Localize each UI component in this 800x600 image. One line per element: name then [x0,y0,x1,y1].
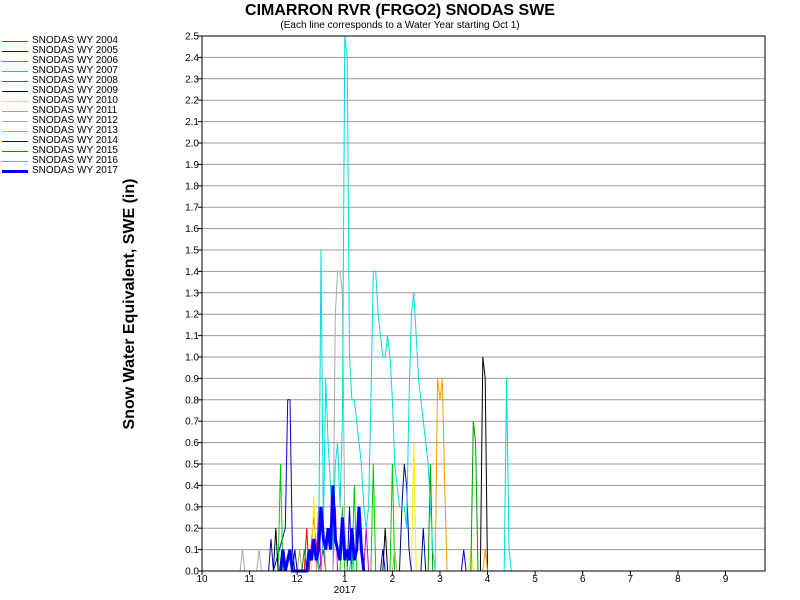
x-tick-label: 6 [580,574,586,585]
y-tick-label: 0.3 [185,502,199,513]
y-tick-label: 1.8 [185,181,199,192]
legend-item: SNODAS WY 2007 [2,66,118,76]
y-tick-label: 2.1 [185,117,199,128]
legend-label: SNODAS WY 2012 [32,115,118,126]
legend-item: SNODAS WY 2005 [2,46,118,56]
legend-swatch [2,160,28,162]
y-tick-label: 1.9 [185,160,199,171]
legend: SNODAS WY 2004 SNODAS WY 2005 SNODAS WY 20… [2,36,118,176]
legend-label: SNODAS WY 2016 [32,155,118,166]
plot-frame [201,35,766,572]
y-tick-label: 1.3 [185,288,199,299]
y-tick-label: 2.5 [185,32,199,43]
legend-label: SNODAS WY 2013 [32,125,118,136]
legend-label: SNODAS WY 2004 [32,35,118,46]
y-tick-label: 0.1 [185,545,199,556]
legend-swatch [2,60,28,62]
legend-label: SNODAS WY 2017 [32,165,118,176]
series-line-snodas-wy-2009 [272,356,488,572]
x-tick-label: 11 [244,574,255,585]
legend-swatch [2,120,28,122]
y-tick-label: 1.2 [185,310,199,321]
legend-label: SNODAS WY 2015 [32,145,118,156]
legend-item: SNODAS WY 2017 [2,166,118,176]
y-tick-label: 0.8 [185,395,199,406]
x-tick-label: 12 [292,574,304,585]
legend-item: SNODAS WY 2013 [2,126,118,136]
y-tick-label: 1.0 [185,353,199,364]
x-tick-label: 4 [485,574,491,585]
legend-item: SNODAS WY 2011 [2,106,118,116]
y-tick-label: 0.6 [185,438,199,449]
x-tick-label: 8 [675,574,681,585]
series-line-snodas-wy-2004 [303,517,327,572]
series-line-snodas-wy-2010 [311,442,474,572]
series-line-snodas-wy-2015 [301,421,479,572]
legend-swatch [2,140,28,142]
legend-label: SNODAS WY 2010 [32,95,118,106]
y-tick-label: 1.5 [185,246,199,257]
series-line-snodas-wy-2016 [318,35,512,572]
y-tick-label: 1.7 [185,203,199,214]
legend-swatch [2,130,28,132]
x-tick-label: 5 [532,574,538,585]
legend-swatch [2,40,28,42]
legend-item: SNODAS WY 2012 [2,116,118,126]
x-tick-label: 10 [196,574,208,585]
x-tick-label: 1 [342,574,348,585]
series-line-snodas-wy-2013 [434,378,488,572]
legend-item: SNODAS WY 2015 [2,146,118,156]
legend-swatch [2,169,28,173]
legend-item: SNODAS WY 2004 [2,36,118,46]
legend-swatch [2,90,28,92]
y-tick-label: 0.9 [185,374,199,385]
legend-label: SNODAS WY 2014 [32,135,118,146]
legend-item: SNODAS WY 2006 [2,56,118,66]
y-tick-label: 1.1 [185,331,199,342]
legend-item: SNODAS WY 2014 [2,136,118,146]
legend-swatch [2,110,28,112]
y-tick-label: 2.3 [185,74,199,85]
y-tick-label: 0.0 [185,567,199,578]
legend-label: SNODAS WY 2005 [32,45,118,56]
legend-item: SNODAS WY 2016 [2,156,118,166]
legend-item: SNODAS WY 2010 [2,96,118,106]
y-tick-label: 0.5 [185,460,199,471]
chart-title: CIMARRON RVR (FRGO2) SNODAS SWE [245,2,555,19]
y-tick-label: 1.6 [185,224,199,235]
y-tick-label: 2.4 [185,53,199,64]
y-tick-label: 1.4 [185,267,199,278]
x-tick-label: 7 [628,574,634,585]
y-tick-label: 0.7 [185,417,199,428]
series-line-snodas-wy-2014 [291,463,427,572]
y-tick-label: 2.2 [185,96,199,107]
x-tick-label: 2 [390,574,396,585]
legend-label: SNODAS WY 2009 [32,85,118,96]
y-tick-label: 0.2 [185,524,199,535]
legend-swatch [2,50,28,52]
y-tick-label: 2.0 [185,139,199,150]
x-tick-label: 3 [437,574,443,585]
legend-label: SNODAS WY 2007 [32,65,118,76]
legend-label: SNODAS WY 2008 [32,75,118,86]
x-year-label: 2017 [334,585,357,596]
legend-item: SNODAS WY 2008 [2,76,118,86]
legend-swatch [2,70,28,72]
legend-swatch [2,100,28,102]
legend-label: SNODAS WY 2006 [32,55,118,66]
x-tick-label: 9 [723,574,729,585]
y-tick-label: 0.4 [185,481,199,492]
legend-label: SNODAS WY 2011 [32,105,118,116]
chart-subtitle: (Each line corresponds to a Water Year s… [280,20,520,31]
legend-swatch [2,150,28,152]
legend-item: SNODAS WY 2009 [2,86,118,96]
legend-swatch [2,80,28,82]
